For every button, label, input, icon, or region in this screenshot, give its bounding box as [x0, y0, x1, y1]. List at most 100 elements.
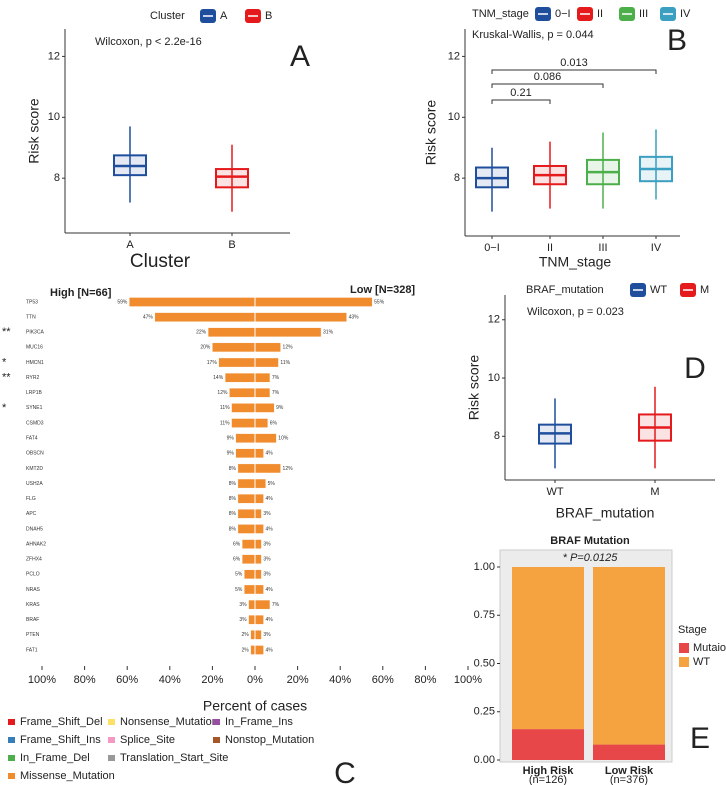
high-bar — [207, 327, 256, 337]
high-label: 8% — [229, 481, 237, 487]
bar-segment — [512, 567, 584, 730]
right-title: Low [N=328] — [350, 284, 415, 296]
legend-title: Cluster — [150, 10, 185, 22]
comparison-label: 0.21 — [510, 87, 531, 99]
low-bar — [254, 433, 277, 443]
low-label: 3% — [263, 572, 271, 578]
gene-label: NRAS — [26, 587, 41, 593]
low-bar — [254, 615, 264, 625]
high-bar — [235, 433, 256, 443]
high-label: 8% — [229, 526, 237, 532]
left-title: High [N=66] — [50, 287, 112, 299]
high-label: 2% — [242, 647, 250, 653]
y-axis-title: Risk score — [423, 100, 439, 166]
legend-label: Frame_Shift_Del — [20, 716, 103, 728]
bar-segment — [512, 729, 584, 760]
high-label: 9% — [227, 436, 235, 442]
low-label: 3% — [263, 541, 271, 547]
significance: * — [2, 356, 7, 368]
comparison-bracket — [491, 83, 604, 88]
high-label: 5% — [235, 587, 243, 593]
gene-label: RYR2 — [26, 375, 39, 381]
panel-letter: A — [290, 40, 310, 73]
x-tick-label: High Risk — [523, 765, 575, 777]
low-bar — [254, 584, 264, 595]
x-tick-label: Low Risk — [605, 765, 654, 777]
annotation: Wilcoxon, p < 2.2e-16 — [95, 36, 202, 48]
x-axis-title: BRAF_mutation — [556, 505, 655, 521]
gene-label: OBSCN — [26, 451, 44, 457]
legend-swatch — [679, 643, 689, 653]
comparison-bracket — [491, 69, 657, 74]
gene-label: HMCN1 — [26, 360, 44, 366]
low-bar — [254, 645, 264, 655]
legend-label: B — [265, 10, 272, 22]
high-label: 17% — [207, 360, 218, 366]
legend-label: IV — [680, 8, 691, 20]
low-label: 7% — [272, 602, 280, 608]
low-label: 9% — [276, 405, 284, 411]
high-bar — [250, 645, 256, 655]
legend-swatch — [213, 737, 220, 743]
annotation: Wilcoxon, p = 0.023 — [527, 306, 624, 318]
y-tick-label: 1.00 — [474, 561, 495, 573]
high-label: 20% — [200, 345, 211, 351]
x-tick-label: B — [228, 239, 235, 251]
x-tick-label: 20% — [201, 674, 223, 686]
x-tick-label: 40% — [329, 674, 351, 686]
high-bar — [237, 509, 256, 519]
legend-title: Stage — [678, 624, 707, 636]
x-tick-label: 80% — [414, 674, 436, 686]
y-tick-label: 8 — [454, 172, 460, 184]
high-label: 6% — [233, 557, 241, 563]
gene-label: FAT4 — [26, 436, 38, 442]
high-label: 5% — [235, 572, 243, 578]
high-bar — [237, 463, 256, 474]
low-bar — [254, 342, 281, 353]
gene-label: DNAH5 — [26, 526, 43, 532]
low-bar — [254, 524, 264, 534]
low-label: 6% — [270, 420, 278, 426]
chart-title: BRAF Mutation — [550, 535, 630, 547]
legend-label: III — [639, 8, 648, 20]
low-label: 12% — [283, 345, 294, 351]
legend-swatch — [213, 719, 220, 725]
low-bar — [254, 357, 279, 368]
legend-label: Mutaion — [693, 642, 726, 654]
gene-label: BRAF — [26, 617, 39, 623]
y-tick-label: 12 — [48, 50, 60, 62]
low-bar — [254, 327, 322, 337]
low-label: 7% — [272, 390, 280, 396]
high-label: 22% — [196, 330, 207, 336]
high-bar — [154, 312, 256, 322]
y-tick-label: 10 — [448, 111, 460, 123]
low-bar — [254, 463, 281, 474]
x-tick-label: 0% — [247, 674, 263, 686]
high-bar — [212, 342, 256, 353]
gene-label: KRAS — [26, 602, 40, 608]
high-bar — [244, 569, 256, 579]
high-label: 11% — [220, 420, 230, 426]
gene-label: SYNE1 — [26, 405, 43, 411]
high-label: 14% — [213, 375, 224, 381]
legend-label: WT — [693, 656, 710, 668]
y-tick-label: 0.25 — [474, 706, 495, 718]
gene-label: KMT2D — [26, 466, 43, 472]
panel-letter: E — [690, 722, 710, 755]
legend-swatch — [8, 737, 15, 743]
high-bar — [242, 554, 256, 564]
low-bar — [254, 373, 271, 383]
high-bar — [218, 357, 256, 368]
y-tick-label: 12 — [488, 314, 500, 326]
low-bar — [254, 448, 264, 458]
legend-label: 0−I — [555, 8, 571, 20]
high-bar — [244, 584, 256, 595]
x-tick-label: WT — [546, 486, 563, 498]
legend-label: In_Frame_Ins — [225, 716, 293, 728]
gene-label: LRP1B — [26, 390, 43, 396]
x-tick-note: (n=376) — [610, 774, 648, 785]
x-tick-label: II — [547, 242, 553, 254]
legend-label: Frame_Shift_Ins — [20, 734, 101, 746]
legend-swatch — [8, 719, 15, 725]
high-bar — [250, 630, 256, 640]
